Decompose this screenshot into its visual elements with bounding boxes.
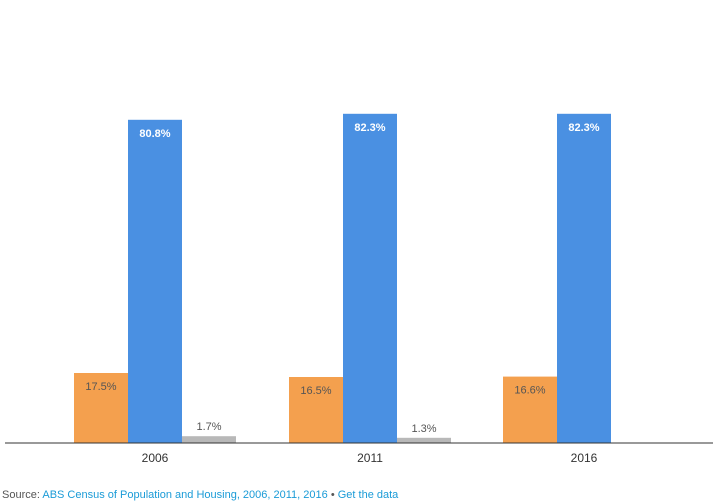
bar-2016-series-1 <box>503 376 557 443</box>
data-label-2011-series-3: 1.3% <box>411 423 436 435</box>
data-label-2011-series-2: 82.3% <box>354 122 385 134</box>
data-label-2006-series-3: 1.7% <box>196 421 221 433</box>
bars-group <box>74 113 611 444</box>
bar-2011-series-2 <box>343 113 397 444</box>
bar-2006-series-3 <box>182 436 236 443</box>
source-separator: • <box>327 489 338 501</box>
data-label-2006-series-1: 17.5% <box>85 381 116 393</box>
bar-2006-series-1 <box>74 373 128 443</box>
bar-2006-series-2 <box>128 119 182 444</box>
bar-2011-series-1 <box>289 377 343 443</box>
source-prefix: Source: <box>2 489 43 501</box>
get-the-data-link[interactable]: Get the data <box>337 489 399 501</box>
bar-2016-series-2 <box>557 113 611 444</box>
data-label-2016-series-1: 16.6% <box>514 385 545 397</box>
source-link[interactable]: ABS Census of Population and Housing, 20… <box>42 489 328 501</box>
x-tick-label-2006: 2006 <box>142 451 169 465</box>
bar-2011-series-3 <box>397 437 451 443</box>
x-tick-labels-group: 2006 2011 2016 <box>142 451 598 465</box>
x-tick-label-2011: 2011 <box>357 451 383 465</box>
data-labels-group: 17.5% 80.8% 1.7% 16.5% 82.3% 1.3% 16.6% 82.3% <box>85 122 599 435</box>
data-label-2016-series-2: 82.3% <box>568 122 599 134</box>
x-tick-label-2016: 2016 <box>571 451 598 465</box>
source-footer: Source: ABS Census of Population and Hou… <box>2 489 398 501</box>
data-label-2011-series-1: 16.5% <box>300 385 331 397</box>
data-label-2006-series-2: 80.8% <box>139 128 170 140</box>
